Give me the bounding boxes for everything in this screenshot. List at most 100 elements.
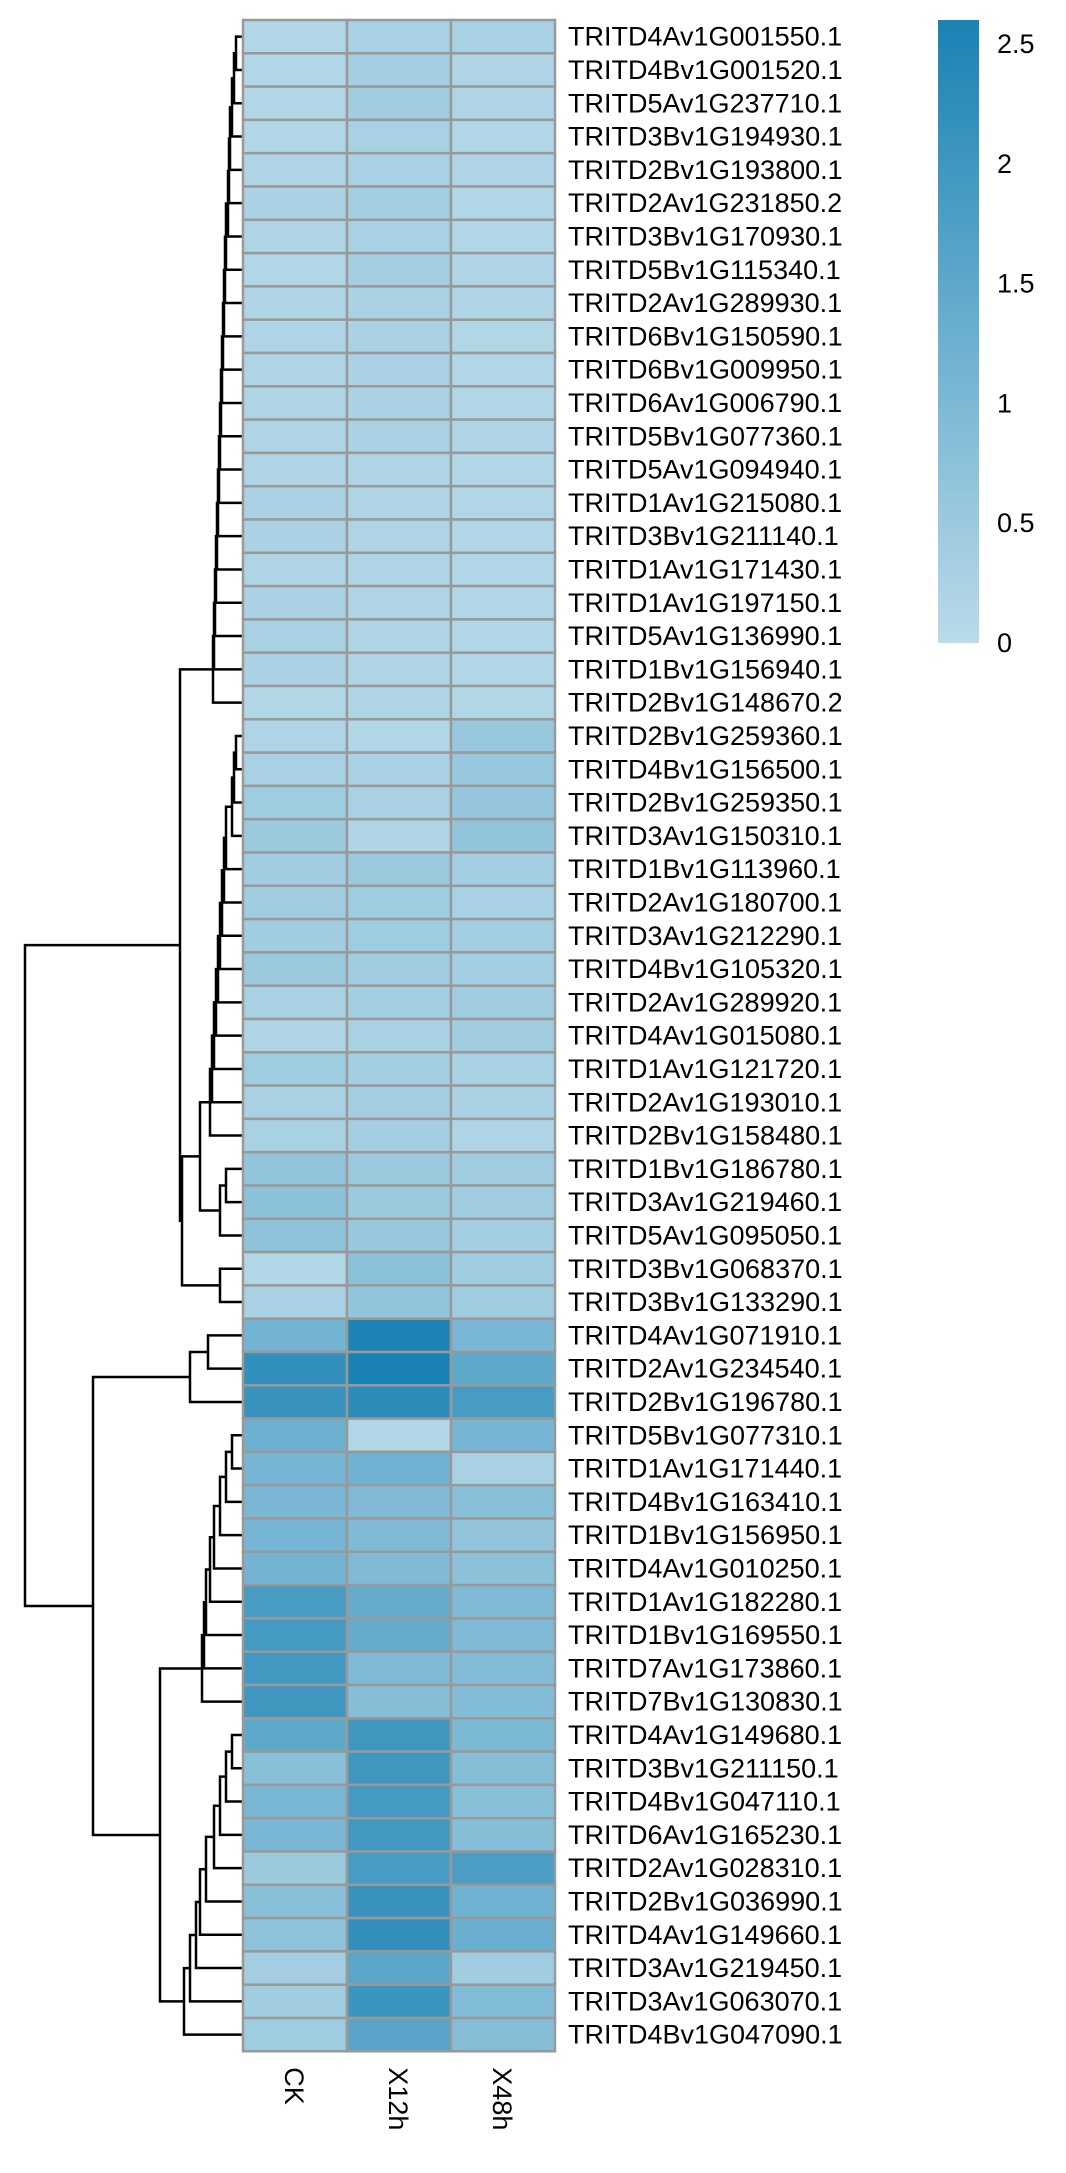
- heatmap-cell: [241, 285, 349, 321]
- row-label: TRITD3Bv1G194930.1: [568, 122, 843, 152]
- heatmap-cell: [449, 1783, 557, 1820]
- heatmap-cell: [241, 1983, 349, 2020]
- heatmap-cell: [345, 1384, 453, 1420]
- row-label: TRITD4Av1G149660.1: [568, 1920, 842, 1950]
- row-label: TRITD4Bv1G001520.1: [568, 55, 843, 85]
- heatmap-cell: [241, 618, 349, 654]
- heatmap-cell: [241, 1483, 349, 1520]
- heatmap-cell: [449, 1117, 557, 1154]
- heatmap-cell: [345, 851, 453, 888]
- heatmap-cell: [345, 1583, 453, 1620]
- heatmap-cell: [449, 984, 557, 1021]
- heatmap-cell: [241, 451, 349, 488]
- heatmap-cell: [345, 1417, 453, 1454]
- row-dendrogram: [23, 35, 243, 2036]
- heatmap-cell: [345, 318, 453, 355]
- heatmap-cell: [241, 584, 349, 621]
- heatmap-cell: [449, 718, 557, 754]
- row-label: TRITD5Av1G094940.1: [568, 455, 842, 485]
- heatmap-cell: [241, 85, 349, 122]
- heatmap-cell: [241, 1517, 349, 1554]
- heatmap-cell: [345, 1850, 453, 1887]
- row-label: TRITD4Bv1G156500.1: [568, 754, 843, 784]
- heatmap-cell: [241, 817, 349, 854]
- heatmap-cell: [449, 551, 557, 588]
- heatmap-cell: [449, 1916, 557, 1953]
- row-label: TRITD3Bv1G211150.1: [568, 1753, 839, 1783]
- heatmap-cell: [345, 185, 453, 222]
- heatmap-cell: [449, 1850, 557, 1887]
- heatmap-cell: [449, 1750, 557, 1787]
- column-label: X48h: [487, 2067, 517, 2130]
- row-label: TRITD3Av1G063070.1: [568, 1986, 842, 2016]
- heatmap-cells: [241, 18, 557, 2053]
- heatmap-cell: [345, 451, 453, 488]
- heatmap-cell: [345, 351, 453, 388]
- heatmap-cell: [241, 218, 349, 255]
- heatmap-cell: [241, 1750, 349, 1787]
- heatmap-cell: [449, 1950, 557, 1986]
- color-legend: 0 0.5 1 1.5 2 2.5: [938, 20, 1035, 658]
- row-label: TRITD2Av1G180700.1: [568, 887, 842, 917]
- heatmap-cell: [345, 1250, 453, 1287]
- dendrogram-branch: [230, 1434, 243, 1470]
- heatmap-cell: [449, 1550, 557, 1587]
- dendrogram-branch: [23, 943, 180, 1608]
- row-label: TRITD4Av1G015080.1: [568, 1021, 842, 1051]
- heatmap-cell: [345, 1883, 453, 1920]
- row-label: TRITD4Bv1G105320.1: [568, 954, 843, 984]
- dendrogram-branch: [230, 1733, 243, 1770]
- heatmap-cell: [345, 1051, 453, 1087]
- heatmap-cell: [241, 2016, 349, 2053]
- heatmap-cell: [241, 651, 349, 688]
- heatmap-cell: [345, 52, 453, 88]
- dendrogram-branch: [206, 1334, 243, 1370]
- heatmap-cell: [241, 1450, 349, 1487]
- heatmap-cell: [241, 951, 349, 987]
- heatmap-cell: [449, 52, 557, 88]
- heatmap-cell: [241, 18, 349, 55]
- heatmap-cell: [345, 1350, 453, 1387]
- heatmap-cell: [241, 351, 349, 388]
- heatmap-cell: [345, 251, 453, 288]
- row-labels: TRITD4Av1G001550.1TRITD4Bv1G001520.1TRIT…: [568, 22, 843, 2050]
- legend-tick-label: 2.5: [997, 29, 1035, 59]
- heatmap-cell: [449, 285, 557, 321]
- heatmap-cell: [449, 1983, 557, 2020]
- heatmap-cell: [449, 385, 557, 421]
- row-label: TRITD2Av1G289920.1: [568, 987, 842, 1017]
- row-label: TRITD1Av1G121720.1: [568, 1054, 842, 1084]
- heatmap-cell: [345, 784, 453, 821]
- heatmap-cell: [241, 1950, 349, 1986]
- heatmap-cell: [241, 551, 349, 588]
- heatmap-cell: [449, 1084, 557, 1121]
- heatmap-cell: [449, 418, 557, 455]
- column-labels: CK X12h X48h: [279, 2067, 517, 2130]
- row-label: TRITD5Av1G136990.1: [568, 621, 842, 651]
- legend-tick-label: 0: [997, 628, 1012, 658]
- heatmap-cell: [241, 1883, 349, 1920]
- heatmap-cell: [449, 584, 557, 621]
- heatmap-cell: [449, 518, 557, 555]
- heatmap-cell: [345, 385, 453, 421]
- row-label: TRITD4Bv1G047110.1: [568, 1787, 841, 1817]
- heatmap-cell: [345, 1650, 453, 1687]
- heatmap-cell: [241, 984, 349, 1021]
- row-label: TRITD4Bv1G047090.1: [568, 2020, 843, 2050]
- heatmap-cell: [241, 385, 349, 421]
- row-label: TRITD2Av1G289930.1: [568, 288, 842, 318]
- heatmap-cell: [449, 1650, 557, 1687]
- heatmap-cell: [345, 1983, 453, 2020]
- row-label: TRITD1Av1G197150.1: [568, 588, 842, 618]
- heatmap-cell: [241, 1150, 349, 1187]
- heatmap-cell: [449, 1450, 557, 1487]
- dendrogram-branch: [218, 1184, 243, 1237]
- legend-ticks: 0 0.5 1 1.5 2 2.5: [997, 29, 1035, 658]
- heatmap-cell: [449, 18, 557, 55]
- heatmap-cell: [241, 1317, 349, 1354]
- row-label: TRITD5Av1G237710.1: [568, 88, 842, 118]
- heatmap-cell: [449, 684, 557, 721]
- heatmap-cell: [449, 451, 557, 488]
- heatmap-cell: [345, 1550, 453, 1587]
- row-label: TRITD1Av1G215080.1: [568, 488, 842, 518]
